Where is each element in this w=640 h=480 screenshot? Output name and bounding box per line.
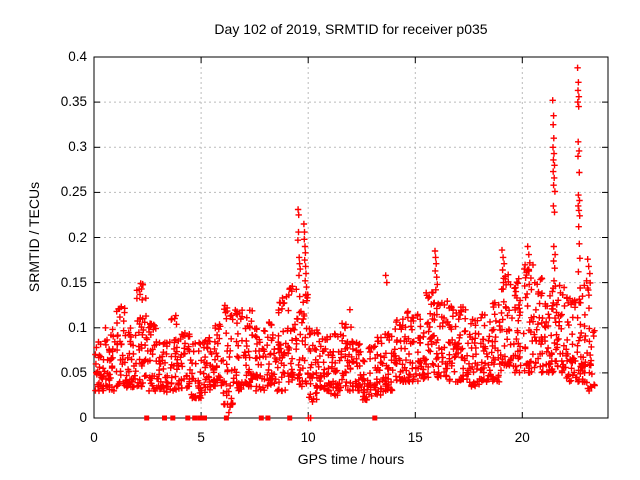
y-tick-label: 0.15 <box>60 274 87 290</box>
chart-title: Day 102 of 2019, SRMTID for receiver p03… <box>214 21 488 37</box>
x-tick-label: 15 <box>407 430 423 445</box>
y-tick-label: 0.2 <box>68 229 87 245</box>
x-tick-label: 0 <box>90 430 98 445</box>
y-tick-label: 0.1 <box>68 319 87 335</box>
y-tick-label: 0.35 <box>60 94 87 110</box>
y-tick-label: 0 <box>79 410 87 425</box>
y-tick-label: 0.3 <box>68 139 87 155</box>
x-tick-label: 10 <box>300 430 316 445</box>
x-axis-label: GPS time / hours <box>297 451 405 467</box>
x-tick-label: 5 <box>197 430 205 445</box>
y-tick-label: 0.25 <box>60 184 87 200</box>
y-tick-label: 0.4 <box>68 49 87 64</box>
x-tick-label: 20 <box>514 430 530 445</box>
y-tick-label: 0.05 <box>60 364 87 380</box>
